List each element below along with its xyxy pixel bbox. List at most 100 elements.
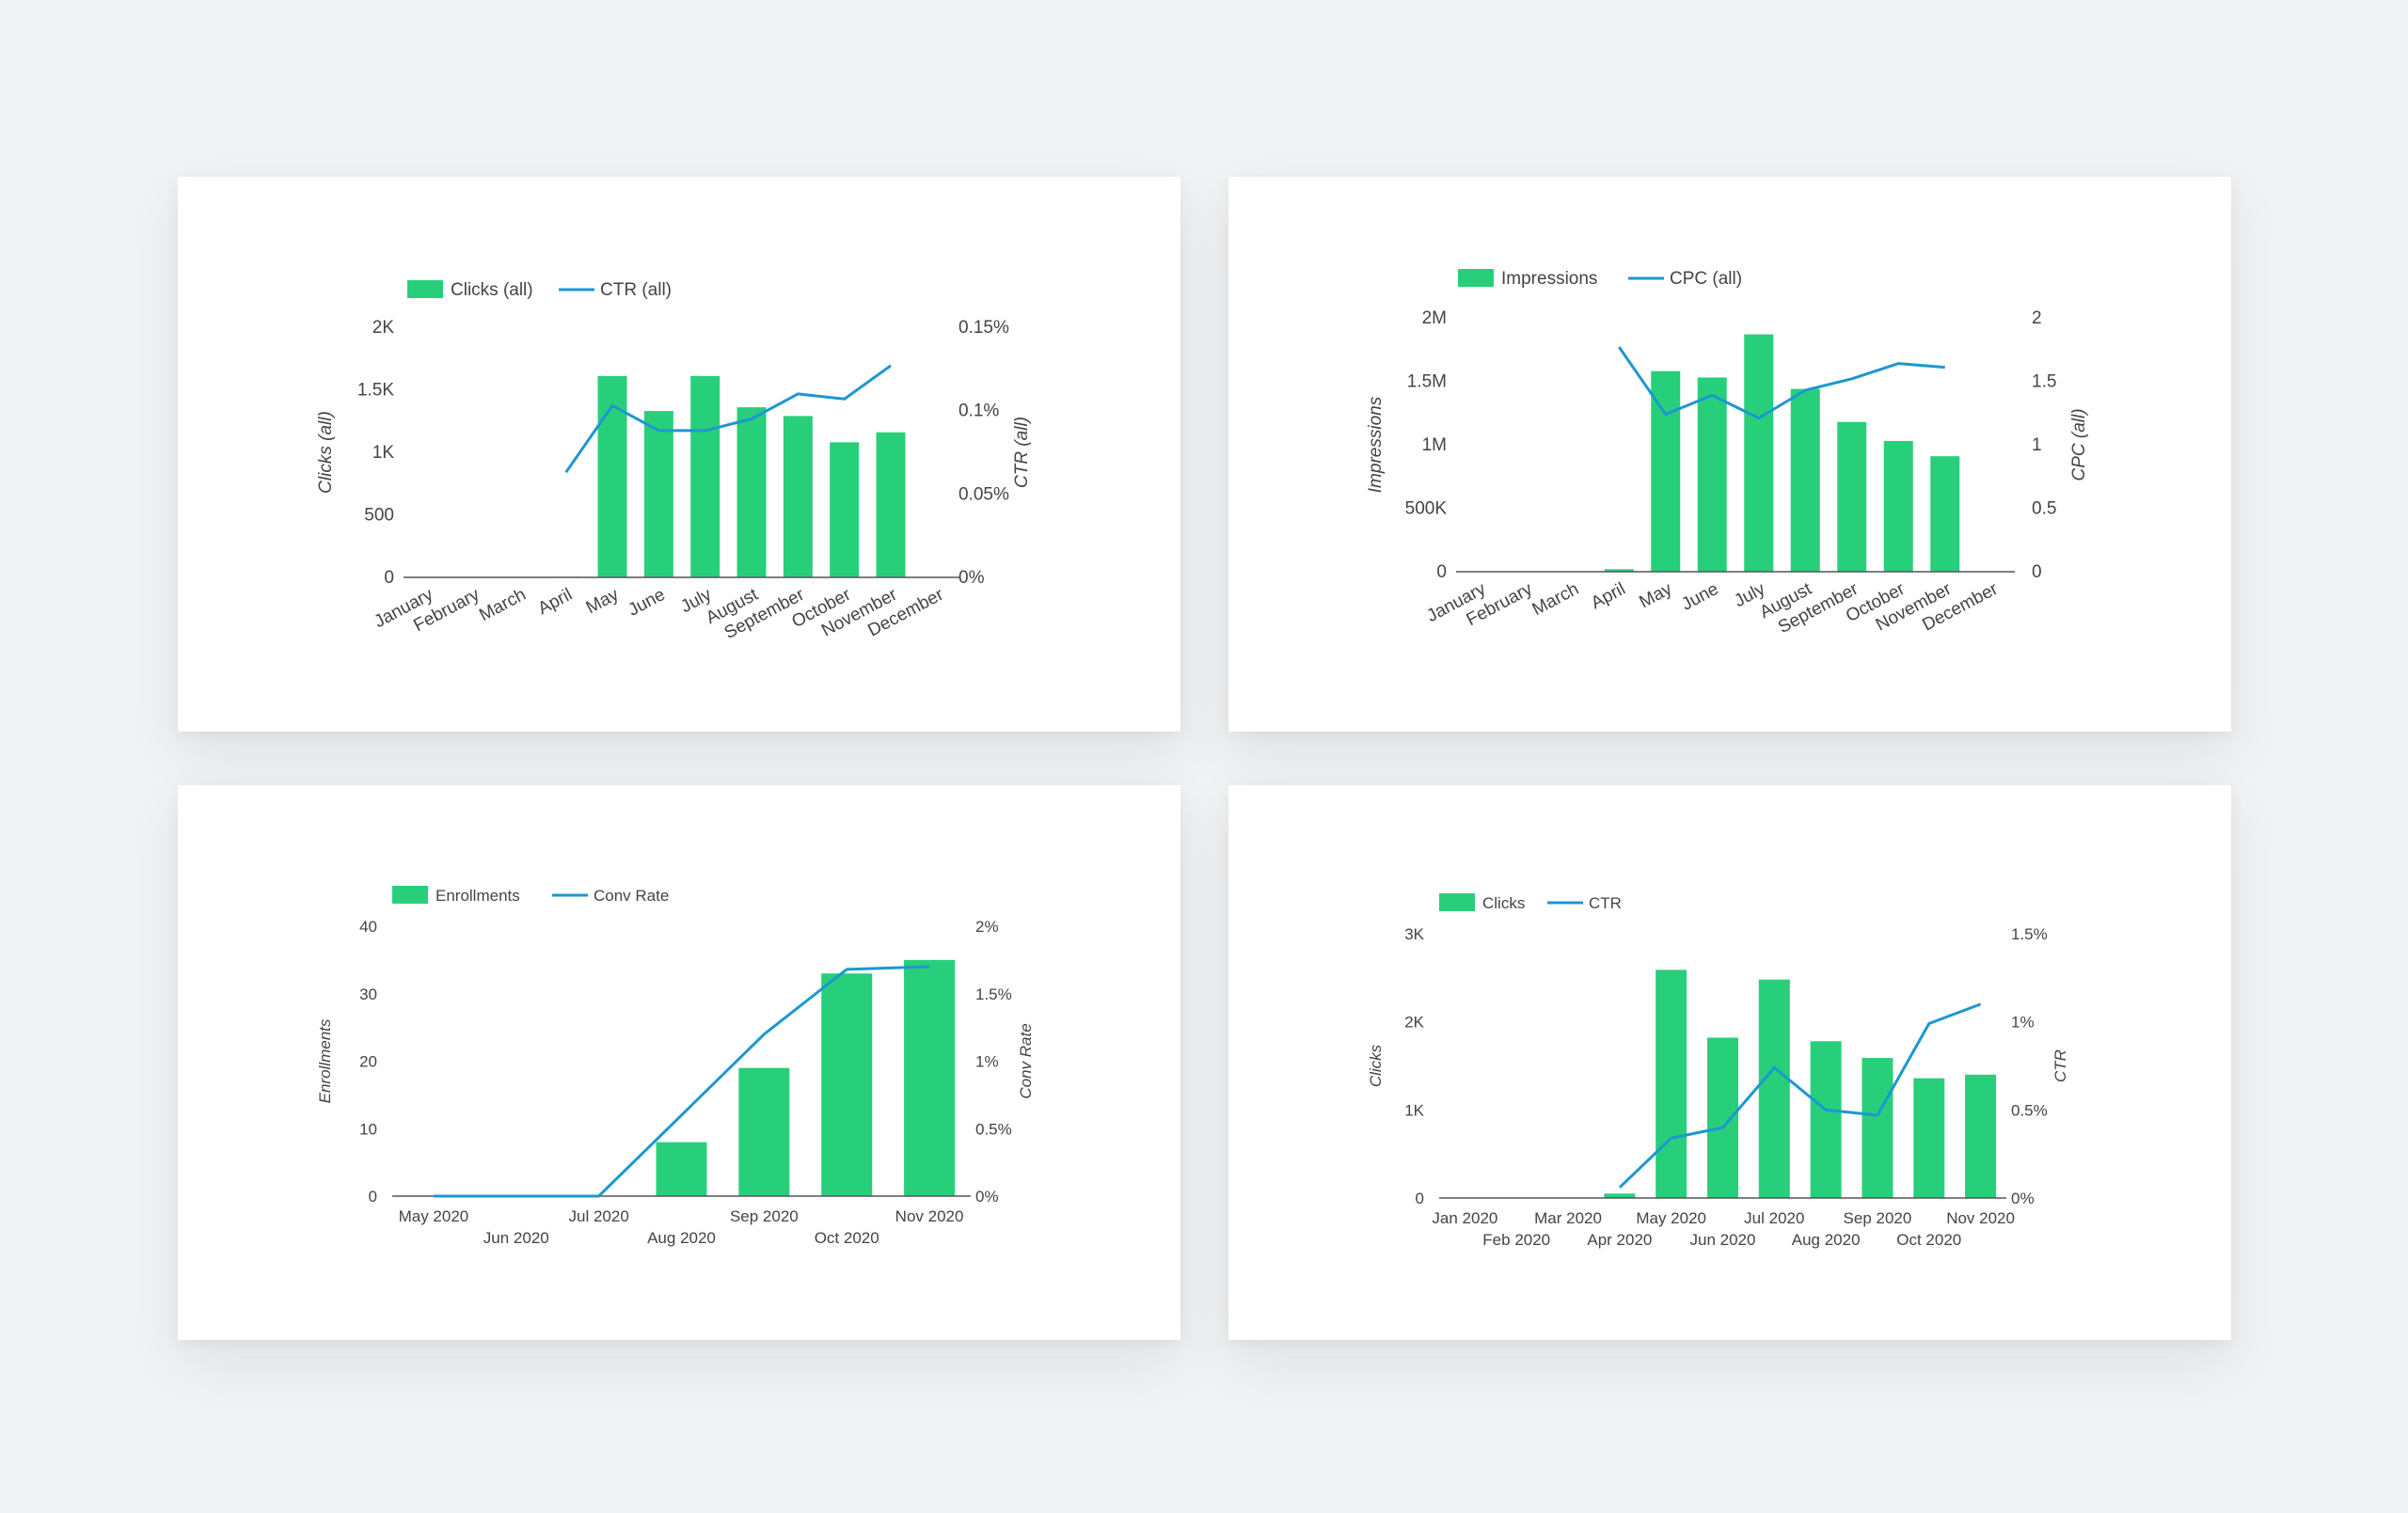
x-tick-label: Jul 2020 [1744,1209,1804,1227]
bar-mark [1744,334,1774,572]
y-tick-label: 0 [1416,1190,1424,1207]
y-tick-label: 0 [384,568,394,588]
y-tick-label: 500 [364,506,394,526]
y-tick-label: 1M [1422,435,1447,455]
bar-mark [1965,1074,1997,1198]
bar-mark [738,1067,790,1196]
bar-mark [1707,1037,1738,1198]
y2-tick-label: 0% [975,1188,999,1206]
legend-swatch-bar [1458,269,1494,287]
legend-label-line: CPC (all) [1670,269,1742,289]
line-series [1618,346,1945,420]
x-tick-label: April [1588,579,1628,613]
y-tick-label: 0 [1436,562,1447,582]
y-tick-label: 20 [359,1053,377,1071]
x-tick-label: May 2020 [1636,1209,1706,1227]
y2-tick-label: 0.5% [2011,1101,2048,1119]
line-series [564,364,892,474]
y2-axis-title: Conv Rate [1017,1023,1035,1098]
y2-axis-title: CTR [2052,1049,2069,1082]
y-tick-label: 500K [1405,499,1448,519]
x-tick-label: May [1637,579,1676,613]
y-axis-title: Clicks [1367,1044,1385,1087]
x-tick-label: April [535,585,576,619]
y-tick-label: 3K [1404,925,1424,943]
bar-mark [821,973,873,1196]
chart-enrollments-conv-rate: Enrollments Conv Rate 0 10 20 30 40 0% 0.5% 1% 1.5… [316,886,1035,1247]
x-tick-label: Apr 2020 [1587,1231,1652,1249]
y-tick-label: 2K [372,318,395,338]
x-tick-label: Aug 2020 [1792,1231,1861,1249]
y2-tick-label: 2% [975,918,999,936]
y-axis-title: Enrollments [316,1018,334,1103]
x-tick-label: March [476,585,529,625]
y-tick-label: 1.5M [1407,372,1447,392]
chart-card-impressions-cpc: Impressions CPC (all) 0 500K 1M 1.5M 2M 0 0.5 1 1.… [1228,177,2231,732]
x-tick-label: Sep 2020 [730,1207,799,1225]
y-tick-label: 1.5K [357,381,394,401]
y-tick-label: 40 [359,918,377,936]
bar-mark [1913,1078,1945,1198]
x-tick-label: May [583,585,623,619]
y-tick-label: 10 [359,1120,377,1138]
y2-axis-title: CPC (all) [2069,408,2089,481]
chart-clicks-ctr: Clicks (all) CTR (all) 0 500 1K 1.5K 2K 0% 0.05%… [316,280,1032,643]
y-tick-label: 1K [372,443,395,463]
bar-mark [1837,421,1867,572]
legend-swatch-bar [407,280,443,298]
y2-tick-label: 0% [958,568,985,588]
y2-tick-label: 0% [2011,1190,2035,1207]
bar-mark [1930,456,1960,572]
legend-label-bar: Clicks (all) [451,280,533,300]
line-series [433,965,930,1198]
chart-clicks-ctr-monthly: Clicks CTR 0 1K 2K 3K 0% 0.5% 1% 1.5% Clicks CTR Jan… [1367,893,2069,1249]
bar-mark [830,442,860,577]
x-tick-label: Mar 2020 [1534,1209,1602,1227]
y2-tick-label: 2 [2032,308,2042,328]
x-tick-label: Jul 2020 [569,1207,629,1225]
chart-card-clicks-ctr: Clicks (all) CTR (all) 0 500 1K 1.5K 2K 0% 0.05%… [178,177,1180,732]
legend-swatch-bar [1439,893,1475,911]
y-tick-label: 1K [1404,1101,1424,1119]
y2-tick-label: 1.5% [975,985,1012,1003]
x-tick-label: Jan 2020 [1432,1209,1497,1227]
y2-tick-label: 1% [975,1053,999,1071]
y2-tick-label: 0.05% [958,484,1009,504]
y2-tick-label: 1.5 [2032,372,2056,392]
x-tick-label: Aug 2020 [647,1229,716,1247]
legend-label-bar: Impressions [1501,269,1597,289]
y2-tick-label: 0.1% [958,402,999,421]
bar-mark [1604,569,1634,572]
y-axis-title: Clicks (all) [316,411,336,494]
x-tick-label: June [1678,579,1721,615]
chart-impressions-cpc: Impressions CPC (all) 0 500K 1M 1.5M 2M 0 0.5 1 1.… [1366,269,2089,638]
y2-tick-label: 1.5% [2011,925,2048,943]
bar-mark [1758,979,1790,1198]
x-tick-label: Nov 2020 [1946,1209,2015,1227]
y-tick-label: 2K [1404,1014,1424,1032]
bar-mark [1697,377,1727,572]
bar-mark [1861,1058,1893,1198]
y-tick-label: 2M [1422,308,1447,328]
x-tick-label: Feb 2020 [1482,1231,1550,1249]
legend-label-bar: Clicks [1482,894,1525,912]
bar-mark [643,411,673,577]
x-tick-label: Oct 2020 [815,1229,879,1247]
legend-label-bar: Enrollments [436,887,520,905]
bar-mark [656,1142,707,1196]
x-tick-label: May 2020 [399,1207,469,1225]
bar-mark [1656,969,1687,1198]
y2-axis-title: CTR (all) [1012,417,1032,488]
bar-mark [737,407,767,577]
y2-tick-label: 1% [2011,1014,2035,1032]
bar-mark [1604,1193,1636,1198]
bar-mark [1790,388,1820,572]
x-tick-label: Sep 2020 [1844,1209,1912,1227]
y2-tick-label: 0.5 [2032,499,2056,519]
legend-swatch-bar [392,886,428,904]
y2-tick-label: 0.5% [975,1120,1012,1138]
bar-mark [690,375,721,577]
bar-mark [783,416,813,577]
y2-tick-label: 1 [2032,435,2042,455]
bar-mark [904,959,956,1196]
